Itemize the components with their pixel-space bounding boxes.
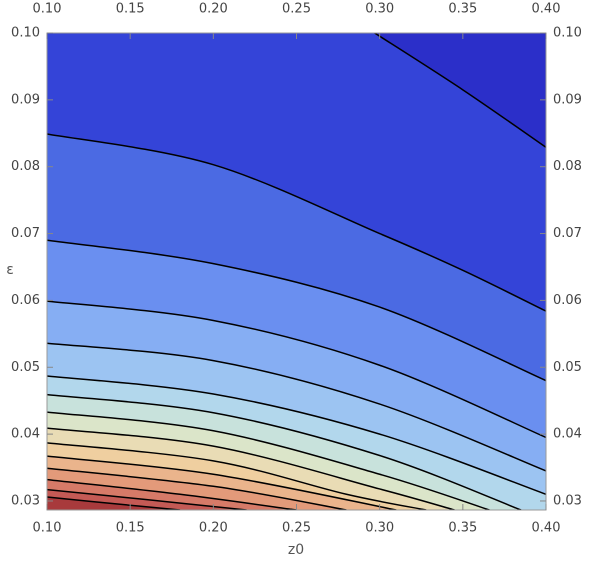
x-tick-label-top: 0.15 [116, 2, 145, 17]
y-tick-label-right: 0.05 [553, 360, 582, 375]
contour-line [47, 455, 397, 510]
x-tick-label: 0.25 [282, 521, 311, 536]
y-tick-label: 0.10 [11, 26, 40, 41]
x-tick-label-top: 0.10 [33, 2, 62, 17]
contour-line [47, 342, 546, 472]
y-tick-label: 0.05 [11, 360, 40, 375]
x-tick-label: 0.35 [448, 521, 477, 536]
x-tick-label: 0.15 [116, 521, 145, 536]
contour-line [47, 478, 297, 510]
x-axis-label: z0 [288, 542, 304, 558]
contour-line [47, 467, 347, 510]
x-tick-label-top: 0.40 [532, 2, 561, 17]
y-tick-label-right: 0.10 [553, 26, 582, 41]
x-tick-label-top: 0.20 [199, 2, 228, 17]
y-tick-label-right: 0.07 [553, 226, 582, 241]
y-tick-label: 0.09 [11, 92, 40, 107]
x-tick-label: 0.40 [532, 521, 561, 536]
y-tick-label-right: 0.04 [553, 427, 582, 442]
y-tick-label: 0.07 [11, 226, 40, 241]
contour-line [47, 375, 546, 495]
contour-line [47, 496, 181, 510]
y-tick-label: 0.08 [11, 159, 40, 174]
contour-line [47, 427, 455, 510]
x-tick-label: 0.10 [33, 521, 62, 536]
y-tick-label: 0.03 [11, 493, 40, 508]
x-tick-label: 0.20 [199, 521, 228, 536]
y-axis-label: ε [6, 262, 14, 278]
x-tick-label-top: 0.25 [282, 2, 311, 17]
x-tick-label-top: 0.30 [365, 2, 394, 17]
y-tick-label-right: 0.08 [553, 159, 582, 174]
y-tick-label: 0.04 [11, 427, 40, 442]
contour-line [47, 239, 546, 382]
contour-line [47, 133, 546, 312]
y-tick-label-right: 0.06 [553, 293, 582, 308]
x-tick-label-top: 0.35 [448, 2, 477, 17]
contour-line [47, 300, 546, 439]
contour-line [47, 411, 490, 510]
contour-line [47, 488, 247, 510]
y-tick-label-right: 0.09 [553, 92, 582, 107]
contour-line [374, 33, 546, 148]
contour-lines [47, 33, 546, 510]
x-tick-label: 0.30 [365, 521, 394, 536]
y-tick-label: 0.06 [11, 293, 40, 308]
contour-line [47, 442, 427, 510]
y-tick-label-right: 0.03 [553, 493, 582, 508]
contour-line [47, 393, 522, 510]
band [47, 496, 181, 510]
